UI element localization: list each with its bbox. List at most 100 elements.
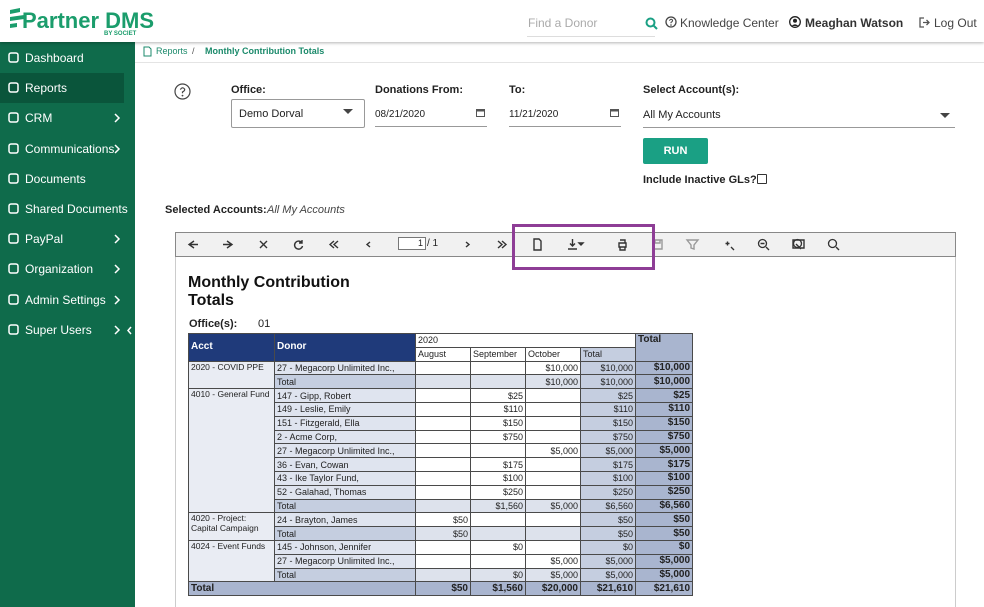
nav-icon-shape	[8, 293, 19, 305]
office-select[interactable]	[231, 99, 365, 128]
chevron-shape	[114, 234, 121, 244]
nav-icon-shape	[8, 142, 19, 154]
amount-cell	[415, 498, 471, 514]
nav-label: Reports	[25, 81, 68, 96]
breadcrumb-bar	[135, 42, 984, 63]
toolbar-button[interactable]	[565, 237, 585, 252]
nav-icon-shape	[8, 173, 19, 184]
nav-item[interactable]: Admin Settings	[0, 285, 124, 315]
amount-cell	[525, 401, 581, 417]
toolbar-button[interactable]	[530, 237, 550, 252]
nav-item[interactable]: Documents	[0, 164, 124, 194]
grand-total-cell: $1,560	[470, 581, 526, 597]
toolbar-button[interactable]	[221, 237, 241, 252]
toolbar-button[interactable]	[791, 237, 811, 252]
accounts-label: Select Account(s):	[643, 84, 740, 96]
nav-label: CRM	[25, 111, 53, 126]
nav-item[interactable]: Reports	[0, 73, 124, 104]
nav-item[interactable]: Communications	[0, 134, 124, 164]
amount-cell	[415, 374, 471, 390]
month-header: Total	[579, 346, 637, 362]
brand[interactable]: Partner DMS	[22, 8, 155, 33]
toolbar-glyph	[685, 239, 700, 250]
logout[interactable]: Log Out	[934, 16, 977, 30]
nav-item[interactable]: PayPal	[0, 224, 124, 254]
nav-chevron	[114, 264, 121, 274]
nav-item[interactable]: Organization	[0, 254, 124, 284]
amount-cell: $10,000	[635, 360, 694, 376]
amount-cell: $0	[470, 567, 526, 583]
amount-cell: $750	[579, 429, 637, 445]
nav-item[interactable]: Shared Documents	[0, 194, 128, 224]
chevron-shape	[114, 144, 121, 154]
toolbar-button[interactable]	[291, 237, 311, 252]
toolbar-button[interactable]	[185, 237, 205, 252]
amount-cell: $5,000	[579, 443, 637, 459]
search-icon[interactable]	[645, 17, 658, 30]
toolbar-button[interactable]	[826, 237, 846, 252]
amount-cell: $5,000	[525, 567, 581, 583]
amount-cell: $5,000	[525, 443, 581, 459]
run-button[interactable]: RUN	[643, 138, 708, 164]
amount-cell: $25	[470, 388, 526, 403]
amount-cell: $100	[470, 470, 526, 486]
amount-cell	[525, 484, 581, 500]
nav-icon	[8, 112, 19, 124]
nav-item[interactable]: Dashboard	[0, 43, 124, 73]
toolbar-glyph	[259, 240, 268, 249]
grand-total-cell: $20,000	[525, 581, 581, 597]
nav-item[interactable]: Super Users	[0, 315, 124, 345]
data-row: 52 - Galahad, Thomas $250 $250 $250	[189, 484, 694, 500]
breadcrumb-parent[interactable]: Reports	[156, 46, 188, 56]
toolbar-button[interactable]	[685, 237, 705, 252]
nav-icon	[8, 52, 19, 63]
amount-cell: $110	[579, 401, 637, 417]
inactive-checkbox[interactable]	[757, 174, 767, 184]
amount-cell	[415, 539, 471, 555]
page-input[interactable]: 1	[398, 237, 426, 250]
toolbar-button[interactable]	[361, 237, 381, 252]
chevron-shape	[114, 264, 121, 274]
toolbar-button[interactable]	[256, 237, 276, 252]
amount-cell	[415, 567, 471, 583]
from-input[interactable]	[375, 108, 487, 127]
to-input[interactable]	[509, 108, 621, 127]
search-box[interactable]	[527, 16, 655, 37]
amount-cell: $150	[579, 415, 637, 431]
calendar-icon[interactable]	[610, 108, 619, 117]
toolbar-button[interactable]	[495, 237, 515, 252]
amount-cell: $0	[470, 539, 526, 555]
toolbar-button[interactable]	[721, 237, 741, 252]
toolbar-button[interactable]	[460, 237, 480, 252]
toolbar-button[interactable]	[756, 237, 776, 252]
help-button[interactable]	[174, 83, 191, 100]
amount-cell: $10,000	[635, 374, 694, 390]
nav-icon-shape	[8, 82, 19, 93]
donor-cell: Total	[274, 526, 416, 541]
nav-chevron	[114, 234, 121, 244]
toolbar-button[interactable]	[615, 237, 635, 252]
nav-item[interactable]: CRM	[0, 103, 124, 133]
office-value: Demo Dorval	[239, 108, 304, 120]
knowledge-center[interactable]: Knowledge Center	[680, 16, 779, 30]
calendar-icon[interactable]	[476, 108, 485, 117]
chevron-shape	[114, 325, 121, 335]
amount-cell	[415, 484, 471, 500]
accounts-select[interactable]	[643, 106, 955, 128]
collapse-chevron[interactable]	[124, 325, 135, 336]
amount-cell	[415, 388, 471, 403]
header-row: August September October Total	[189, 346, 693, 362]
amount-cell: $0	[579, 539, 637, 555]
toolbar-button[interactable]	[326, 237, 346, 252]
amount-cell	[525, 388, 581, 403]
amount-cell	[470, 443, 526, 459]
user-name[interactable]: Meaghan Watson	[805, 16, 904, 30]
toolbar-glyph	[223, 240, 234, 249]
nav-icon-shape	[8, 324, 19, 335]
nav-icon	[8, 293, 19, 305]
logout-icon	[919, 17, 930, 28]
nav-icon-shape	[8, 263, 19, 275]
amount-cell: $250	[470, 484, 526, 500]
amount-cell: $6,560	[635, 498, 694, 514]
